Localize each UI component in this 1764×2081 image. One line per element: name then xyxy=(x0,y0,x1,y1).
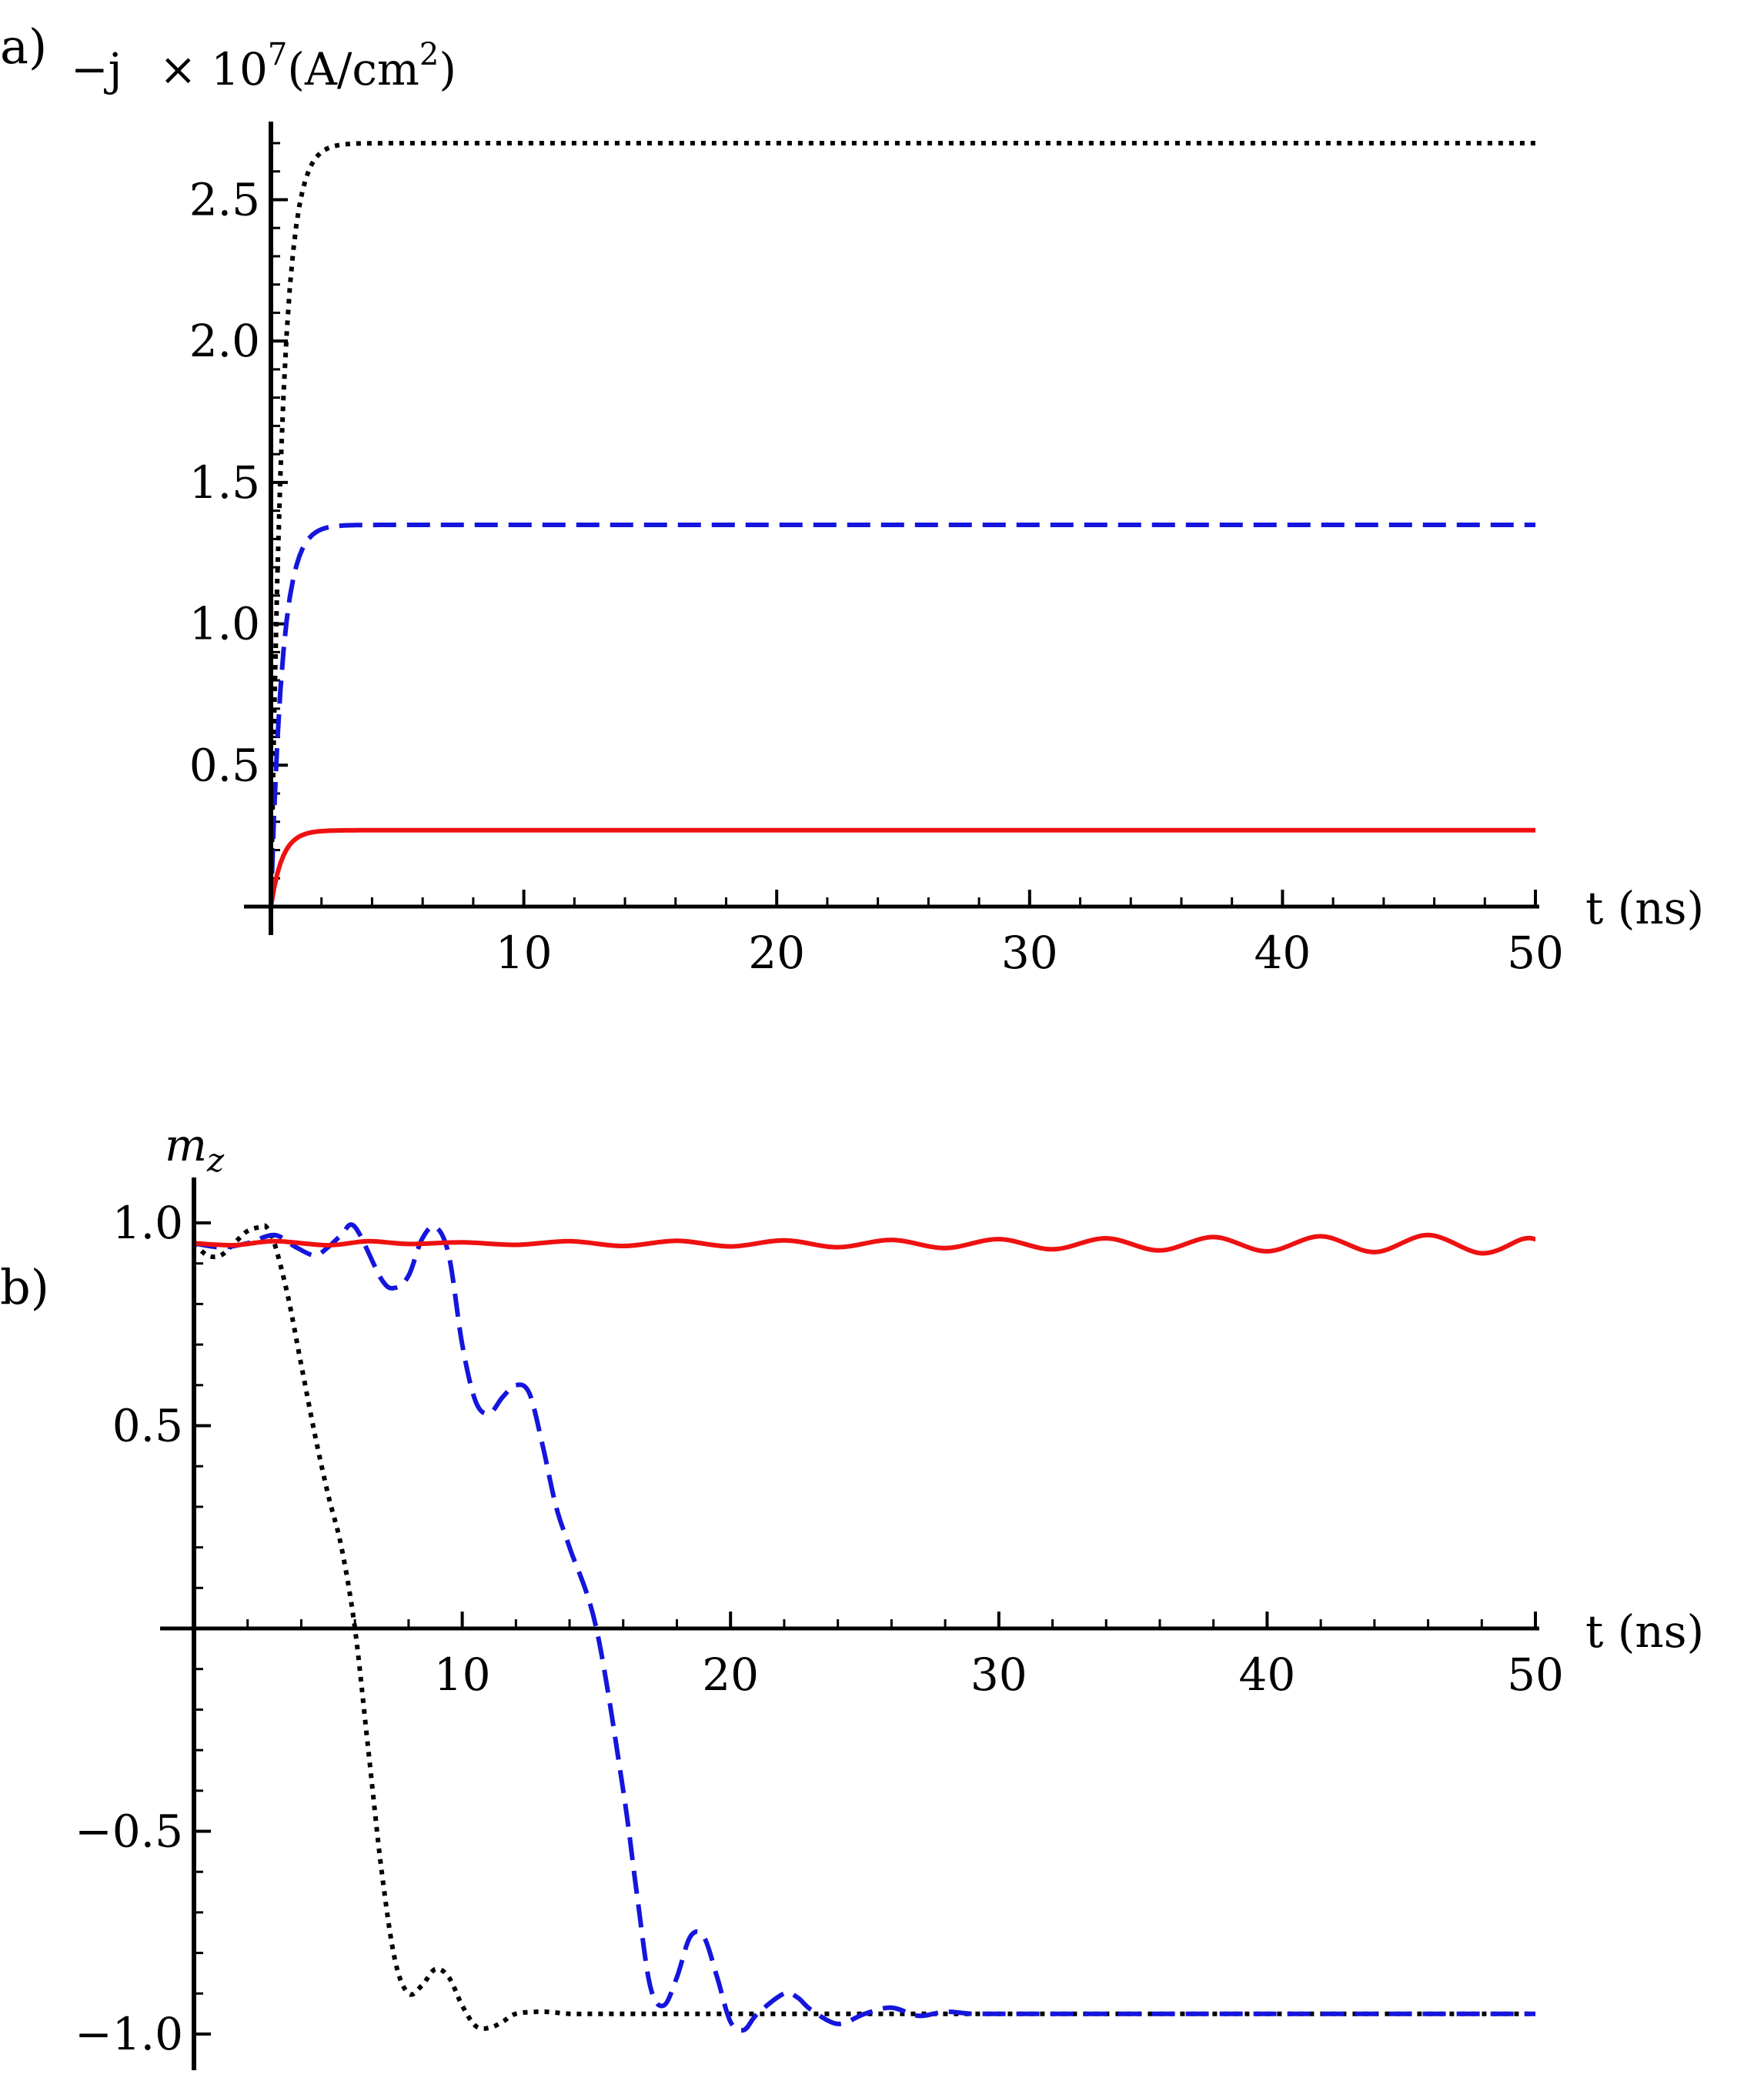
panel-a-y-tick-label: 2.0 xyxy=(189,315,260,367)
panel-b-ylabel: mz xyxy=(165,1119,225,1179)
panel-a-ylabel-scale-exp: 7 xyxy=(268,37,287,72)
panel-a-y-tick-label: 1.5 xyxy=(189,456,260,509)
panel-a-ylabel-scale: × 10 xyxy=(159,43,268,95)
panel-b-label: b) xyxy=(0,1259,49,1315)
panel-a-xlabel: t (ns) xyxy=(1585,882,1704,934)
panel-a-series xyxy=(269,141,1535,907)
panel-b-y-tick-label: 1.0 xyxy=(112,1197,183,1249)
panel-b-y-tick-label: −0.5 xyxy=(75,1805,183,1858)
panel-b-tick-labels: 10 20 30 40 50 −1.0 −0.5 0.5 1.0 xyxy=(75,1197,1564,2060)
panel-a-ylabel-units-exp: 2 xyxy=(419,37,439,72)
panel-a-series-dashed xyxy=(269,523,1535,907)
panel-b-y-tick-label: −1.0 xyxy=(75,2008,183,2060)
panel-b-series xyxy=(192,1222,1536,2033)
panel-b-ticks xyxy=(194,1221,1537,2036)
panel-a-y-tick-label: 2.5 xyxy=(189,173,260,225)
panel-a-current-plot: a) −j × 107(A/cm2) t (ns) 10 20 30 40 500.51… xyxy=(0,18,1704,979)
panel-b-ylabel-main: m xyxy=(165,1119,207,1171)
panel-b-magnetization-plot: b) mz t (ns) 10 20 30 40 50 −1.0 −0.5 0.5 1.0 xyxy=(0,1119,1704,2070)
panel-b-series-dashed xyxy=(193,1222,1536,2033)
panel-a-x-tick-label: 20 xyxy=(748,927,805,979)
panel-b-x-tick-label: 30 xyxy=(971,1648,1027,1701)
panel-a-x-tick-label: 30 xyxy=(1001,927,1058,979)
panel-a-tick-labels: 10 20 30 40 50 0.5 1.0 1.5 2.0 2.5 xyxy=(189,173,1564,979)
panel-a-ylabel: −j × 107(A/cm2) xyxy=(71,37,456,95)
panel-a-y-tick-label: 0.5 xyxy=(189,739,260,791)
panel-b-x-tick-label: 50 xyxy=(1507,1648,1564,1701)
panel-a-ylabel-close: ) xyxy=(439,43,456,95)
panel-a-x-tick-label: 50 xyxy=(1507,927,1564,979)
panel-b-x-tick-label: 20 xyxy=(702,1648,759,1701)
panel-a-x-tick-label: 10 xyxy=(496,927,553,979)
panel-a-y-tick-label: 1.0 xyxy=(189,598,260,650)
panel-a-label: a) xyxy=(0,18,47,75)
panel-b-x-tick-label: 10 xyxy=(434,1648,491,1701)
panel-b-xlabel: t (ns) xyxy=(1585,1605,1704,1658)
panel-b-series-dotted xyxy=(192,1223,1536,2031)
panel-a-ylabel-prefix: −j xyxy=(71,43,122,95)
panel-b-ylabel-sub: z xyxy=(206,1141,225,1179)
panel-b-y-tick-label: 0.5 xyxy=(112,1400,183,1452)
panel-b-series-solid xyxy=(193,1232,1536,1256)
panel-a-ylabel-units: (A/cm xyxy=(287,43,419,95)
panel-a-series-solid xyxy=(269,827,1535,907)
panel-a-x-tick-label: 40 xyxy=(1254,927,1311,979)
panel-b-x-tick-label: 40 xyxy=(1238,1648,1295,1701)
